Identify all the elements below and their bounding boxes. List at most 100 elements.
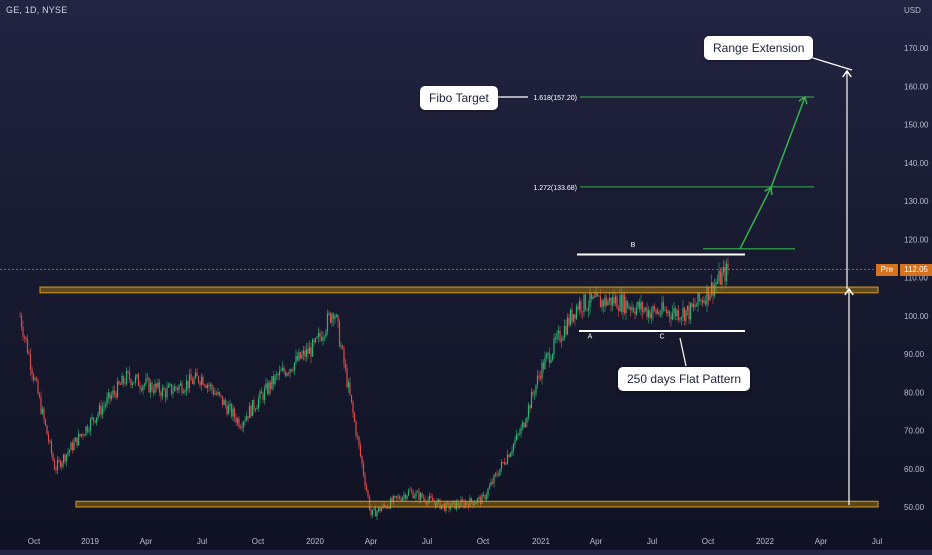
candle-body xyxy=(719,270,722,285)
candle-body xyxy=(410,490,413,492)
candle-body xyxy=(572,314,575,322)
candle-body xyxy=(364,475,366,486)
flat-callout-pointer xyxy=(679,337,687,367)
candle-body xyxy=(208,384,210,387)
candle-body xyxy=(223,400,225,405)
candle-body xyxy=(34,378,36,380)
candle-body xyxy=(575,306,578,319)
candle-body xyxy=(473,503,476,506)
candle-body xyxy=(94,420,96,423)
candle-body xyxy=(91,417,93,419)
candle-body xyxy=(37,380,39,394)
candle-body xyxy=(124,383,126,384)
candle-body xyxy=(83,434,86,436)
candle-body xyxy=(302,350,305,355)
candle-body xyxy=(595,293,597,298)
candle-body xyxy=(380,508,383,512)
x-tick-label: Oct xyxy=(252,537,265,546)
candle-body xyxy=(325,331,327,337)
candle-body xyxy=(515,434,518,441)
candle-body xyxy=(365,485,368,491)
candle-body xyxy=(583,294,585,313)
candle-body xyxy=(652,306,654,314)
candle-body xyxy=(179,383,182,386)
candle-body xyxy=(605,297,608,306)
y-tick-label: 150.00 xyxy=(904,121,929,130)
candle-body xyxy=(665,310,668,314)
candle-body xyxy=(265,383,267,389)
candle-body xyxy=(98,405,101,414)
candle-body xyxy=(346,368,348,388)
candle-body xyxy=(355,421,357,436)
support-zone xyxy=(39,286,879,294)
candle-body xyxy=(160,392,162,397)
candle-body xyxy=(187,380,189,388)
candle-body xyxy=(671,312,674,320)
candle-body xyxy=(197,376,200,383)
candle-body xyxy=(86,426,89,432)
candle-body xyxy=(190,374,192,381)
y-tick-label: 110.00 xyxy=(904,274,928,283)
candle-body xyxy=(475,502,477,504)
candle-body xyxy=(401,497,404,501)
candle-body xyxy=(490,481,492,486)
candle-body xyxy=(337,315,339,322)
y-tick-label: 80.00 xyxy=(904,388,925,397)
candle-body xyxy=(292,370,294,372)
candle-body xyxy=(217,392,219,395)
candle-body xyxy=(103,406,105,408)
candle-body xyxy=(35,378,38,381)
candle-body xyxy=(277,374,279,376)
candle-body xyxy=(278,370,281,376)
candle-body xyxy=(335,315,338,317)
candle-body xyxy=(622,294,624,312)
candle-body xyxy=(146,378,149,380)
support-zone xyxy=(75,500,879,508)
candle-body xyxy=(400,498,402,501)
y-tick-label: 100.00 xyxy=(904,312,929,321)
candle-body xyxy=(686,305,689,311)
y-axis: USD 50.00 60.00 70.00 80.00 90.00 100.00 110.00… xyxy=(904,6,929,512)
candle-body xyxy=(457,502,459,506)
candle-body xyxy=(421,493,423,498)
candle-body xyxy=(58,460,60,461)
candle-body xyxy=(688,305,690,320)
candle-body xyxy=(376,511,378,517)
candle-body xyxy=(133,382,135,384)
candle-body xyxy=(26,339,29,354)
candle-body xyxy=(311,339,314,357)
fibo-target-callout: Fibo Target xyxy=(420,86,498,110)
candle-body xyxy=(295,355,297,363)
candles-layer xyxy=(19,257,729,521)
candle-body xyxy=(89,418,92,431)
candle-body xyxy=(368,496,371,510)
candle-body xyxy=(64,454,66,462)
candle-body xyxy=(298,352,300,361)
candle-body xyxy=(602,300,605,307)
candle-body xyxy=(112,390,114,396)
range-extension-callout: Range Extension xyxy=(704,36,814,60)
candle-body xyxy=(467,503,470,508)
candle-body xyxy=(416,491,419,493)
candle-body xyxy=(434,502,437,507)
candle-body xyxy=(85,426,87,435)
candle-body xyxy=(356,435,359,437)
candle-body xyxy=(119,384,122,385)
candle-body xyxy=(211,384,213,390)
candle-body xyxy=(79,433,81,437)
candle-body xyxy=(502,462,504,463)
candle-body xyxy=(166,387,168,398)
range-arrow-upper-head xyxy=(842,69,852,78)
candle-body xyxy=(70,442,72,451)
candle-body xyxy=(52,453,54,461)
x-tick-label: Jul xyxy=(197,537,207,546)
candle-body xyxy=(352,402,354,414)
candle-body xyxy=(125,371,128,384)
candle-body xyxy=(725,263,728,282)
candle-body xyxy=(164,390,167,398)
candle-body xyxy=(697,293,699,306)
candle-body xyxy=(371,509,374,515)
x-tick-label: 2022 xyxy=(756,537,774,546)
candle-body xyxy=(419,493,422,500)
